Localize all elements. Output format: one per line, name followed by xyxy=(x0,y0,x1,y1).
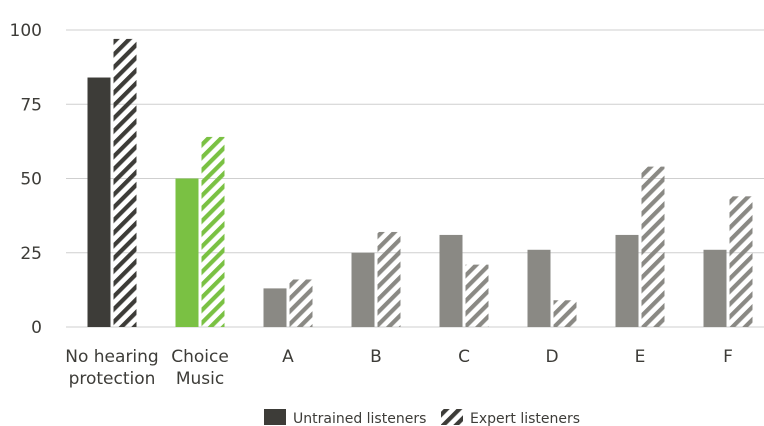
x-tick-label-3: B xyxy=(370,347,382,367)
bar-expert-3 xyxy=(377,231,401,327)
x-tick-label-5: D xyxy=(545,347,558,367)
legend-swatch-untrained xyxy=(264,409,286,425)
x-tick-label-line: E xyxy=(635,347,646,367)
legend-label-untrained: Untrained listeners xyxy=(293,411,426,426)
x-tick-label-line: D xyxy=(545,347,558,367)
bar-untrained-0 xyxy=(87,77,111,328)
bar-untrained-6 xyxy=(615,234,639,327)
x-tick-label-6: E xyxy=(635,347,646,367)
bar-untrained-4 xyxy=(439,234,463,327)
bar-untrained-2 xyxy=(263,288,287,327)
bar-expert-4 xyxy=(465,264,489,327)
y-tick-label-50: 50 xyxy=(20,170,42,190)
legend-swatch-expert xyxy=(441,409,463,425)
x-axis-labels: No hearing protection Choice Music A B C D E F xyxy=(65,347,733,389)
x-tick-label-line: C xyxy=(458,347,470,367)
x-tick-label-2: A xyxy=(282,347,294,367)
bar-untrained-3 xyxy=(351,252,375,327)
bar-expert-0 xyxy=(113,38,137,327)
bar-untrained-5 xyxy=(527,249,551,327)
x-tick-label-line: B xyxy=(370,347,382,367)
bar-expert-1 xyxy=(201,136,225,327)
x-tick-label-1: Choice Music xyxy=(171,347,229,389)
x-tick-label-line: Music xyxy=(176,369,224,389)
x-tick-label-0: No hearing protection xyxy=(65,347,158,389)
x-tick-label-line: F xyxy=(723,347,733,367)
x-tick-label-line: No hearing xyxy=(65,347,158,367)
y-tick-label-25: 25 xyxy=(20,244,42,264)
y-tick-label-0: 0 xyxy=(31,318,42,338)
bar-untrained-1 xyxy=(175,178,199,327)
x-tick-label-7: F xyxy=(723,347,733,367)
legend: Untrained listeners Expert listeners xyxy=(264,409,580,426)
x-tick-label-line: protection xyxy=(69,369,156,389)
y-axis-ticks: 0 25 50 75 100 xyxy=(10,21,42,338)
bar-expert-7 xyxy=(729,196,753,327)
legend-label-expert: Expert listeners xyxy=(470,411,580,426)
x-tick-label-4: C xyxy=(458,347,470,367)
bar-untrained-7 xyxy=(703,249,727,327)
bar-expert-2 xyxy=(289,279,313,327)
x-tick-label-line: Choice xyxy=(171,347,229,367)
y-tick-label-100: 100 xyxy=(10,21,42,41)
y-tick-label-75: 75 xyxy=(20,95,42,115)
bar-expert-5 xyxy=(553,300,577,327)
bars xyxy=(87,38,753,328)
bar-expert-6 xyxy=(641,166,665,327)
x-tick-label-line: A xyxy=(282,347,294,367)
